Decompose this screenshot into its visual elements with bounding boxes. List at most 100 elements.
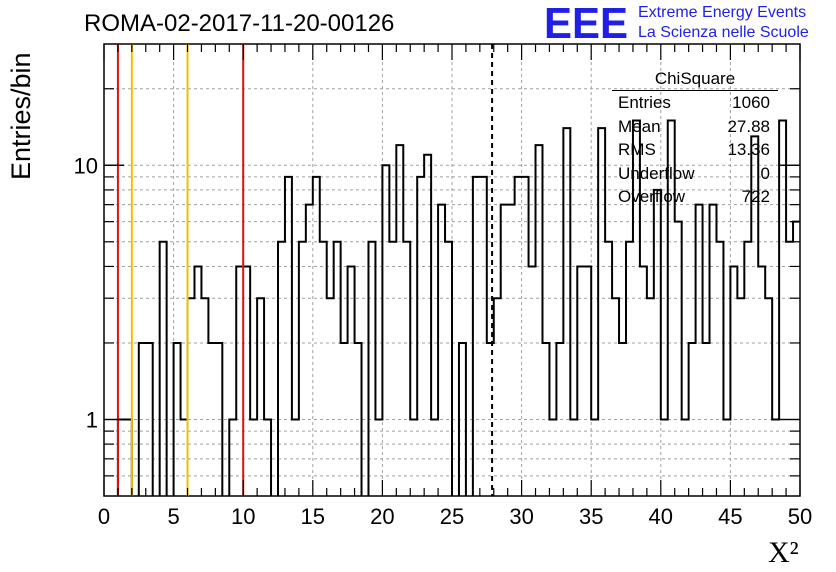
- histogram-bin: [188, 298, 195, 496]
- histogram-bin: [146, 343, 153, 496]
- histogram-bin: [417, 177, 424, 496]
- histogram-bin: [125, 419, 132, 496]
- histogram-bin: [334, 242, 341, 496]
- x-tick-label: 45: [718, 504, 742, 529]
- histogram-bin: [494, 298, 501, 496]
- histogram-bin: [299, 242, 306, 496]
- x-tick-label: 20: [370, 504, 394, 529]
- stats-row: Underflow 0: [612, 162, 778, 186]
- stats-label: Mean: [618, 116, 661, 136]
- histogram-bin: [696, 205, 703, 496]
- logo-line-2: La Scienza nelle Scuole: [638, 24, 809, 41]
- histogram-bin: [793, 222, 800, 496]
- x-tick-label: 30: [509, 504, 533, 529]
- logo-line-1: Extreme Energy Events: [638, 4, 807, 21]
- histogram-bin: [703, 343, 710, 496]
- histogram-bin: [598, 128, 605, 496]
- stats-title: ChiSquare: [612, 68, 778, 91]
- histogram-bin: [201, 298, 208, 496]
- histogram-bin: [786, 242, 793, 496]
- histogram-bin: [675, 222, 682, 496]
- histogram-bin: [341, 343, 348, 496]
- histogram-bin: [327, 298, 334, 496]
- histogram-bin: [487, 343, 494, 496]
- histogram-bin: [744, 242, 751, 496]
- histogram-bin: [501, 205, 508, 496]
- x-tick-label: 50: [788, 504, 812, 529]
- x-tick-label: 10: [231, 504, 255, 529]
- histogram-bin: [619, 343, 626, 496]
- histogram-bin: [529, 266, 536, 496]
- stats-value: 0: [760, 163, 770, 183]
- stats-row: Mean 27.88: [612, 115, 778, 139]
- eee-logo: EEE: [544, 2, 628, 42]
- histogram-bin: [647, 298, 654, 496]
- histogram-bin: [236, 266, 243, 496]
- reference-lines: [116, 44, 494, 496]
- stats-label: RMS: [618, 140, 656, 159]
- x-tick-label: 40: [649, 504, 673, 529]
- histogram-bin: [243, 266, 250, 496]
- histogram-bin: [160, 242, 167, 496]
- histogram-bin: [772, 419, 779, 496]
- histogram: [116, 119, 800, 496]
- histogram-bin: [313, 177, 320, 496]
- histogram-bin: [410, 419, 417, 496]
- histogram-bin: [320, 242, 327, 496]
- stats-row: Entries 1060: [612, 91, 778, 115]
- x-tick-label: 25: [440, 504, 464, 529]
- histogram-bin: [368, 242, 375, 496]
- histogram-bin: [577, 266, 584, 496]
- histogram-bin: [292, 419, 299, 496]
- stats-box: ChiSquare Entries 1060 Mean 27.88 RMS 13…: [612, 68, 778, 209]
- histogram-bin: [710, 205, 717, 496]
- axis-ticks: [103, 44, 801, 496]
- x-tick-label: 15: [301, 504, 325, 529]
- histogram-bin: [737, 298, 744, 496]
- histogram-bin: [208, 343, 215, 496]
- histogram-bin: [473, 177, 480, 496]
- histogram-bin: [765, 298, 772, 496]
- run-title: ROMA-02-2017-11-20-00126: [84, 10, 395, 37]
- histogram-bin: [640, 266, 647, 496]
- histogram-bin: [194, 266, 201, 496]
- histogram-bin: [716, 242, 723, 496]
- histogram-bin: [515, 177, 522, 496]
- histogram-bin: [118, 419, 125, 496]
- histogram-bin: [654, 190, 661, 496]
- y-tick-label: 10: [74, 153, 98, 178]
- histogram-bin: [556, 343, 563, 496]
- x-tick-label: 5: [167, 504, 179, 529]
- histogram-bin: [278, 242, 285, 496]
- histogram-bin: [431, 419, 438, 496]
- histogram-bin: [139, 343, 146, 496]
- histogram-bin: [424, 155, 431, 496]
- stats-row: RMS 13.36: [612, 138, 778, 162]
- histogram-bin: [570, 419, 577, 496]
- histogram-bin: [355, 343, 362, 496]
- histogram-bin: [174, 343, 181, 496]
- histogram-bin: [522, 177, 529, 496]
- stats-label: Overflow: [618, 187, 686, 206]
- histogram-bin: [215, 343, 222, 496]
- histogram-bin: [723, 419, 730, 496]
- histogram-bin: [549, 419, 556, 496]
- histogram-bin: [779, 121, 786, 496]
- histogram-bin: [229, 419, 236, 496]
- stats-row: Overflow 722: [612, 185, 778, 209]
- x-tick-label: 35: [579, 504, 603, 529]
- histogram-bin: [542, 343, 549, 496]
- histogram-bin: [612, 298, 619, 496]
- histogram-bin: [375, 419, 382, 496]
- histogram-bin: [382, 165, 389, 496]
- histogram-bin: [250, 419, 257, 496]
- x-tick-label: 0: [98, 504, 110, 529]
- histogram-bin: [306, 205, 313, 496]
- histogram-bin: [563, 128, 570, 496]
- histogram-bin: [285, 177, 292, 496]
- y-tick-label: 1: [86, 407, 98, 432]
- histogram-bin: [438, 205, 445, 496]
- histogram-bin: [758, 266, 765, 496]
- histogram-bin: [536, 145, 543, 496]
- histogram-bin: [480, 177, 487, 496]
